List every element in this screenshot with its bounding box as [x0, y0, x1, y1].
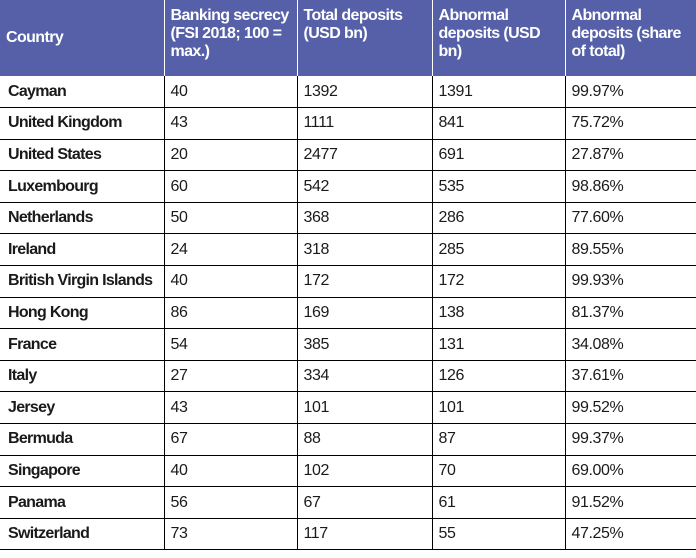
cell-country: France: [0, 328, 165, 361]
cell-total-deposits: 169: [296, 296, 433, 330]
cell-country: Netherlands: [0, 201, 165, 235]
cell-country: United Kingdom: [0, 107, 165, 140]
cell-country: Jersey: [0, 391, 165, 425]
table-row: Bermuda 67 88 87 99.37%: [0, 423, 696, 456]
cell-total-deposits: 368: [296, 201, 433, 235]
cell-abnormal-share: 27.87%: [564, 138, 696, 172]
cell-country: Bermuda: [0, 423, 165, 456]
cell-abnormal-deposits: 285: [431, 233, 566, 267]
cell-banking-secrecy: 50: [163, 201, 298, 235]
cell-banking-secrecy: 73: [163, 517, 298, 551]
header-total-deposits: Total deposits (USD bn): [297, 0, 433, 76]
table-row: Cayman 40 1392 1391 99.97%: [0, 76, 696, 109]
cell-total-deposits: 1392: [296, 76, 433, 109]
table-row: Hong Kong 86 169 138 81.37%: [0, 296, 696, 330]
cell-country: Hong Kong: [0, 296, 165, 330]
cell-banking-secrecy: 24: [163, 233, 298, 267]
table-row: Italy 27 334 126 37.61%: [0, 359, 696, 393]
cell-banking-secrecy: 54: [163, 328, 298, 361]
header-abnormal-deposits: Abnormal deposits (USD bn): [432, 0, 566, 76]
cell-total-deposits: 102: [296, 454, 433, 488]
cell-banking-secrecy: 20: [163, 138, 298, 172]
header-banking-secrecy: Banking secrecy (FSI 2018; 100 = max.): [164, 0, 298, 76]
table-row: United Kingdom 43 1111 841 75.72%: [0, 107, 696, 140]
cell-abnormal-share: 77.60%: [564, 201, 696, 235]
cell-total-deposits: 318: [296, 233, 433, 267]
cell-abnormal-share: 69.00%: [564, 454, 696, 488]
cell-country: United States: [0, 138, 165, 172]
cell-banking-secrecy: 40: [163, 76, 298, 109]
cell-banking-secrecy: 43: [163, 391, 298, 425]
cell-total-deposits: 172: [296, 265, 433, 298]
cell-abnormal-deposits: 126: [431, 359, 566, 393]
table-row: Panama 56 67 61 91.52%: [0, 486, 696, 519]
cell-abnormal-deposits: 535: [431, 170, 566, 203]
header-country: Country: [0, 0, 165, 76]
cell-abnormal-share: 89.55%: [564, 233, 696, 267]
cell-abnormal-share: 47.25%: [564, 517, 696, 551]
cell-abnormal-share: 99.52%: [564, 391, 696, 425]
cell-abnormal-share: 99.97%: [564, 76, 696, 109]
cell-total-deposits: 1111: [296, 107, 433, 140]
cell-country: Panama: [0, 486, 165, 519]
cell-abnormal-deposits: 286: [431, 201, 566, 235]
cell-banking-secrecy: 60: [163, 170, 298, 203]
cell-country: British Virgin Islands: [0, 265, 165, 298]
table-row: Jersey 43 101 101 99.52%: [0, 391, 696, 425]
table-body: Cayman 40 1392 1391 99.97% United Kingdom 43 11…: [0, 76, 696, 551]
cell-banking-secrecy: 40: [163, 265, 298, 298]
cell-abnormal-deposits: 61: [431, 486, 566, 519]
cell-abnormal-deposits: 138: [431, 296, 566, 330]
cell-abnormal-deposits: 172: [431, 265, 566, 298]
cell-abnormal-share: 75.72%: [564, 107, 696, 140]
cell-country: Italy: [0, 359, 165, 393]
cell-total-deposits: 101: [296, 391, 433, 425]
cell-banking-secrecy: 43: [163, 107, 298, 140]
cell-abnormal-deposits: 70: [431, 454, 566, 488]
cell-total-deposits: 117: [296, 517, 433, 551]
table-row: United States 20 2477 691 27.87%: [0, 138, 696, 172]
cell-total-deposits: 2477: [296, 138, 433, 172]
table-row: Netherlands 50 368 286 77.60%: [0, 201, 696, 235]
cell-banking-secrecy: 56: [163, 486, 298, 519]
cell-total-deposits: 88: [296, 423, 433, 456]
cell-country: Cayman: [0, 76, 165, 109]
table-row: Luxembourg 60 542 535 98.86%: [0, 170, 696, 203]
table-row: Ireland 24 318 285 89.55%: [0, 233, 696, 267]
cell-banking-secrecy: 27: [163, 359, 298, 393]
cell-total-deposits: 385: [296, 328, 433, 361]
table-header: Country Banking secrecy (FSI 2018; 100 =…: [0, 0, 696, 76]
cell-country: Luxembourg: [0, 170, 165, 203]
cell-country: Ireland: [0, 233, 165, 267]
table-row: Switzerland 73 117 55 47.25%: [0, 517, 696, 551]
cell-abnormal-share: 91.52%: [564, 486, 696, 519]
cell-abnormal-share: 81.37%: [564, 296, 696, 330]
cell-total-deposits: 67: [296, 486, 433, 519]
header-row: Country Banking secrecy (FSI 2018; 100 =…: [0, 0, 696, 76]
cell-abnormal-deposits: 55: [431, 517, 566, 551]
cell-total-deposits: 334: [296, 359, 433, 393]
table-row: Singapore 40 102 70 69.00%: [0, 454, 696, 488]
cell-banking-secrecy: 40: [163, 454, 298, 488]
cell-abnormal-share: 99.93%: [564, 265, 696, 298]
cell-country: Switzerland: [0, 517, 165, 551]
cell-abnormal-deposits: 1391: [431, 76, 566, 109]
cell-total-deposits: 542: [296, 170, 433, 203]
header-abnormal-share: Abnormal deposits (share of total): [565, 0, 696, 76]
cell-country: Singapore: [0, 454, 165, 488]
cell-banking-secrecy: 67: [163, 423, 298, 456]
cell-abnormal-deposits: 691: [431, 138, 566, 172]
cell-abnormal-share: 34.08%: [564, 328, 696, 361]
table-row: France 54 385 131 34.08%: [0, 328, 696, 361]
cell-abnormal-deposits: 101: [431, 391, 566, 425]
cell-abnormal-share: 99.37%: [564, 423, 696, 456]
cell-abnormal-deposits: 131: [431, 328, 566, 361]
cell-abnormal-deposits: 841: [431, 107, 566, 140]
table-row: British Virgin Islands 40 172 172 99.93%: [0, 265, 696, 298]
cell-banking-secrecy: 86: [163, 296, 298, 330]
cell-abnormal-share: 37.61%: [564, 359, 696, 393]
cell-abnormal-share: 98.86%: [564, 170, 696, 203]
cell-abnormal-deposits: 87: [431, 423, 566, 456]
